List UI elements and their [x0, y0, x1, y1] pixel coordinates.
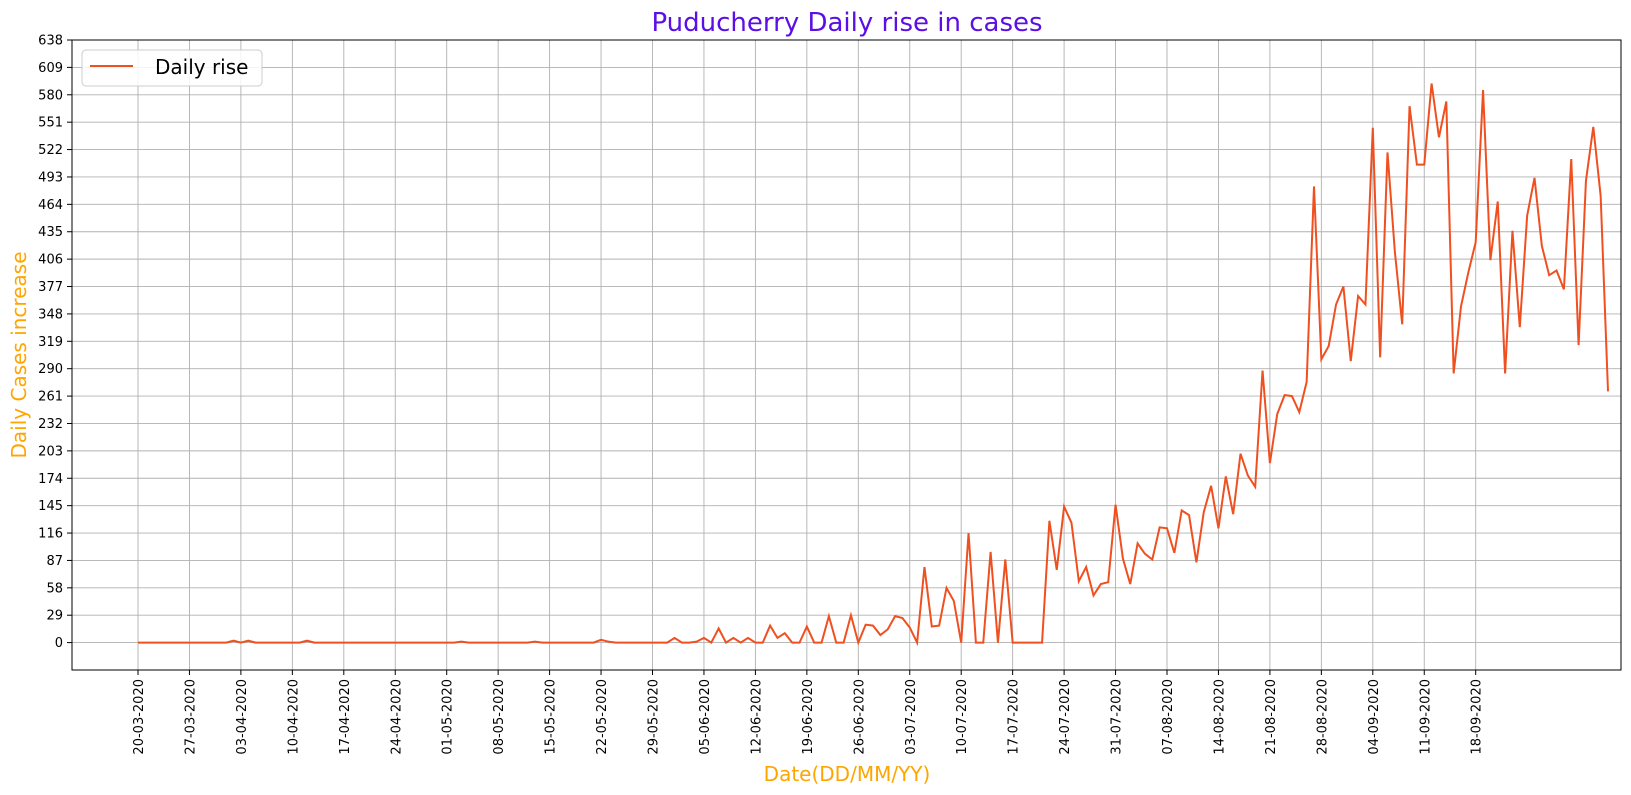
legend: Daily rise — [81, 49, 263, 87]
x-tick-label: 26-06-2020 — [852, 679, 867, 755]
y-tick-label: 290 — [38, 362, 63, 377]
x-tick-label: 21-08-2020 — [1264, 679, 1279, 755]
y-tick-label: 232 — [38, 417, 63, 432]
x-tick-label: 07-08-2020 — [1161, 679, 1176, 755]
y-tick-label: 609 — [38, 61, 63, 76]
y-tick-label: 261 — [38, 390, 63, 405]
x-tick-label: 05-06-2020 — [698, 679, 713, 755]
x-tick-label: 10-07-2020 — [955, 679, 970, 755]
x-tick-label: 11-09-2020 — [1418, 679, 1433, 755]
x-tick-label: 17-07-2020 — [1007, 679, 1022, 755]
x-tick-label: 10-04-2020 — [286, 679, 301, 755]
y-tick-label: 87 — [46, 554, 63, 569]
series-line-daily-rise — [138, 83, 1609, 647]
x-tick-label: 28-08-2020 — [1315, 679, 1330, 755]
x-tick-label: 12-06-2020 — [749, 679, 764, 755]
x-tick-label: 24-07-2020 — [1058, 679, 1073, 755]
x-tick-label: 24-04-2020 — [389, 679, 404, 755]
y-tick-label: 638 — [38, 34, 63, 49]
x-tick-label: 19-06-2020 — [801, 679, 816, 755]
x-tick-label: 15-05-2020 — [544, 679, 559, 755]
x-tick-label: 17-04-2020 — [338, 679, 353, 755]
legend-label-daily-rise: Daily rise — [155, 55, 248, 79]
x-tick-label: 03-04-2020 — [235, 679, 250, 755]
y-tick-label: 377 — [38, 280, 63, 295]
y-tick-label: 116 — [38, 527, 63, 542]
y-axis: 0 29 58 87 116 145 174 203 232 261 290 319 348 377 406… — [38, 34, 72, 651]
y-tick-label: 551 — [38, 116, 63, 131]
y-axis-label: Daily Cases increase — [7, 252, 31, 459]
y-tick-label: 58 — [46, 581, 63, 596]
y-tick-label: 29 — [46, 609, 63, 624]
x-tick-label: 08-05-2020 — [492, 679, 507, 755]
y-tick-label: 406 — [38, 253, 63, 268]
x-tick-label: 31-07-2020 — [1110, 679, 1125, 755]
y-tick-label: 348 — [38, 307, 63, 322]
y-tick-label: 493 — [38, 170, 63, 185]
y-tick-label: 145 — [38, 499, 63, 514]
x-axis: 20-03-2020 27-03-2020 03-04-2020 10-04-2020… — [132, 670, 1485, 755]
x-tick-label: 01-05-2020 — [441, 679, 456, 755]
x-tick-label: 22-05-2020 — [595, 679, 610, 755]
chart-title: Puducherry Daily rise in cases — [651, 8, 1042, 38]
y-tick-label: 580 — [38, 88, 63, 103]
x-tick-label: 27-03-2020 — [183, 679, 198, 755]
x-tick-label: 29-05-2020 — [647, 679, 662, 755]
grid — [72, 39, 1621, 670]
y-tick-label: 435 — [38, 225, 63, 240]
y-tick-label: 203 — [38, 444, 63, 459]
y-tick-label: 522 — [38, 143, 63, 158]
x-tick-label: 04-09-2020 — [1367, 679, 1382, 755]
x-tick-label: 03-07-2020 — [904, 679, 919, 755]
x-axis-label: Date(DD/MM/YY) — [764, 762, 931, 786]
x-tick-label: 14-08-2020 — [1212, 679, 1227, 755]
plot-area-frame — [71, 39, 1622, 671]
y-tick-label: 0 — [55, 636, 63, 651]
y-tick-label: 464 — [38, 198, 63, 213]
y-tick-label: 319 — [38, 335, 63, 350]
x-tick-label: 18-09-2020 — [1470, 679, 1485, 755]
legend-box — [81, 49, 263, 87]
y-tick-label: 174 — [38, 472, 63, 487]
x-tick-label: 20-03-2020 — [132, 679, 147, 755]
